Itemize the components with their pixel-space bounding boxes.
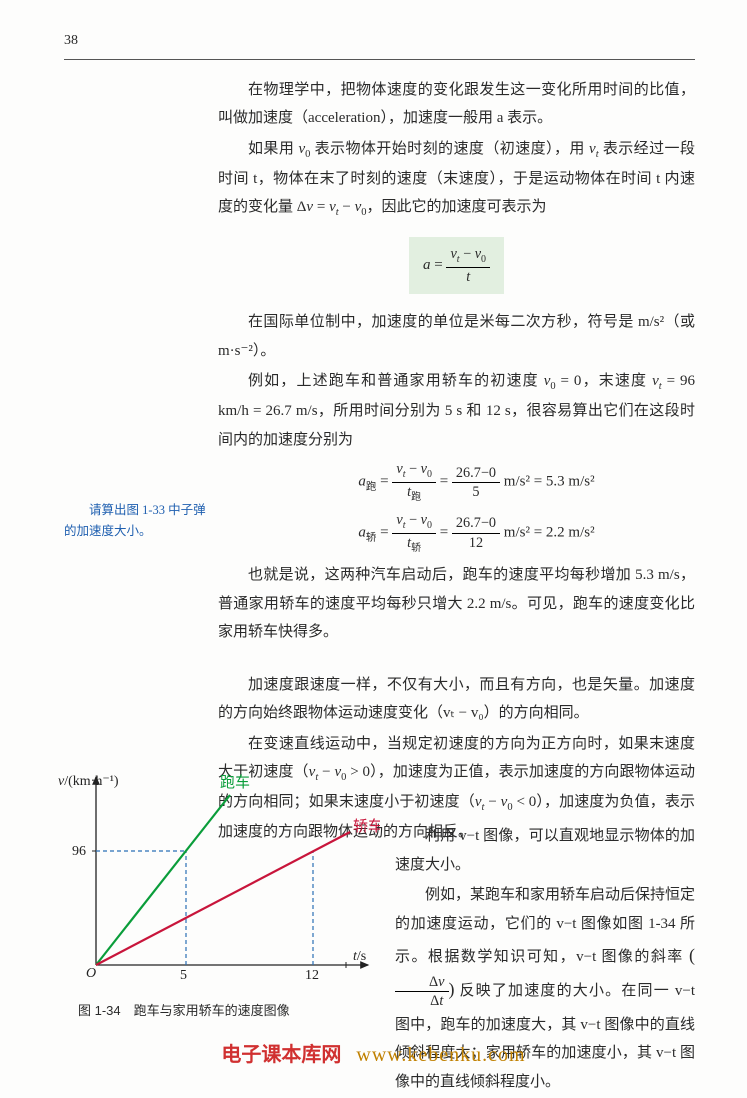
paragraph-4: 例如，上述跑车和普通家用轿车的初速度 v0 = 0，末速度 vt = 96 km… xyxy=(218,367,695,454)
wm-url: www.kebenku.com xyxy=(356,1044,525,1066)
p2-d: ，因此它的加速度可表示为 xyxy=(367,199,547,215)
xlabel: t xyxy=(353,949,358,964)
num1: 26.7−0 xyxy=(452,464,500,484)
paragraph-5: 也就是说，这两种汽车启动后，跑车的速度平均每秒增加 5.3 m/s，普通家用轿车… xyxy=(218,561,695,647)
ytick-96: 96 xyxy=(72,844,86,859)
a-car: 2.2 m/s² xyxy=(546,525,595,541)
xtick-5: 5 xyxy=(180,968,187,983)
den1: 5 xyxy=(452,483,500,502)
line-sedan xyxy=(96,832,350,965)
paragraph-2: 如果用 v0 表示物体开始时刻的速度（初速度），用 vt 表示经过一段时间 t，… xyxy=(218,135,695,223)
formula-acceleration: a = vt − v0 t xyxy=(218,229,695,302)
paragraph-8a: 利用 v−t 图像，可以直观地显示物体的加速度大小。 xyxy=(395,822,695,879)
den2: 12 xyxy=(452,534,500,553)
p8b: 例如，某跑车和家用轿车启动后保持恒定的加速度运动，它们的 v−t 图像如图 1-… xyxy=(395,887,695,965)
svg-text:v/(km·h⁻¹): v/(km·h⁻¹) xyxy=(58,774,119,789)
chart-figure: v/(km·h⁻¹) t/s O 96 5 12 跑车 轿车 图 1-34 跑车… xyxy=(58,765,390,1024)
sidenote-text: 请算出图 1-33 中子弹的加速度大小。 xyxy=(64,503,206,538)
svg-text:t/s: t/s xyxy=(353,949,366,964)
label-sedan: 轿车 xyxy=(353,818,380,835)
wm-cn: 电子课本库网 xyxy=(221,1044,341,1066)
calc-sports: a跑 = vt − v0t跑 = 26.7−05 m/s² = 5.3 m/s² xyxy=(258,460,695,505)
p4-b: ，末速度 xyxy=(581,373,652,389)
xtick-12: 12 xyxy=(305,968,319,983)
num2: 26.7−0 xyxy=(452,514,500,534)
main-column: 在物理学中，把物体速度的变化跟发生这一变化所用时间的比值，叫做加速度（accel… xyxy=(218,76,695,847)
watermark: 电子课本库网 www.kebenku.com xyxy=(0,1036,747,1074)
paragraph-6: 加速度跟速度一样，不仅有大小，而且有方向，也是矢量。加速度的方向始终跟物体运动速… xyxy=(218,671,695,728)
label-sports: 跑车 xyxy=(220,774,250,791)
header-rule xyxy=(64,59,695,60)
calc-car: a轿 = vt − v0t轿 = 26.7−012 m/s² = 2.2 m/s… xyxy=(258,511,695,556)
margin-note: 请算出图 1-33 中子弹的加速度大小。 xyxy=(64,500,209,543)
p2-b: 表示物体开始时刻的速度（初速度），用 xyxy=(310,141,589,157)
paragraph-3: 在国际单位制中，加速度的单位是米每二次方秒，符号是 m/s²（或 m·s⁻²）。 xyxy=(218,308,695,365)
paragraph-1: 在物理学中，把物体速度的变化跟发生这一变化所用时间的比值，叫做加速度（accel… xyxy=(218,76,695,133)
origin-o: O xyxy=(86,966,96,981)
a-sports: 5.3 m/s² xyxy=(546,474,595,490)
line-sports xyxy=(96,795,230,965)
p4-a: 例如，上述跑车和普通家用轿车的初速度 xyxy=(248,373,544,389)
vt-chart: v/(km·h⁻¹) t/s O 96 5 12 跑车 轿车 xyxy=(58,765,380,993)
page-number: 38 xyxy=(64,28,695,55)
chart-caption: 图 1-34 跑车与家用轿车的速度图像 xyxy=(78,999,390,1024)
p2-a: 如果用 xyxy=(248,141,298,157)
